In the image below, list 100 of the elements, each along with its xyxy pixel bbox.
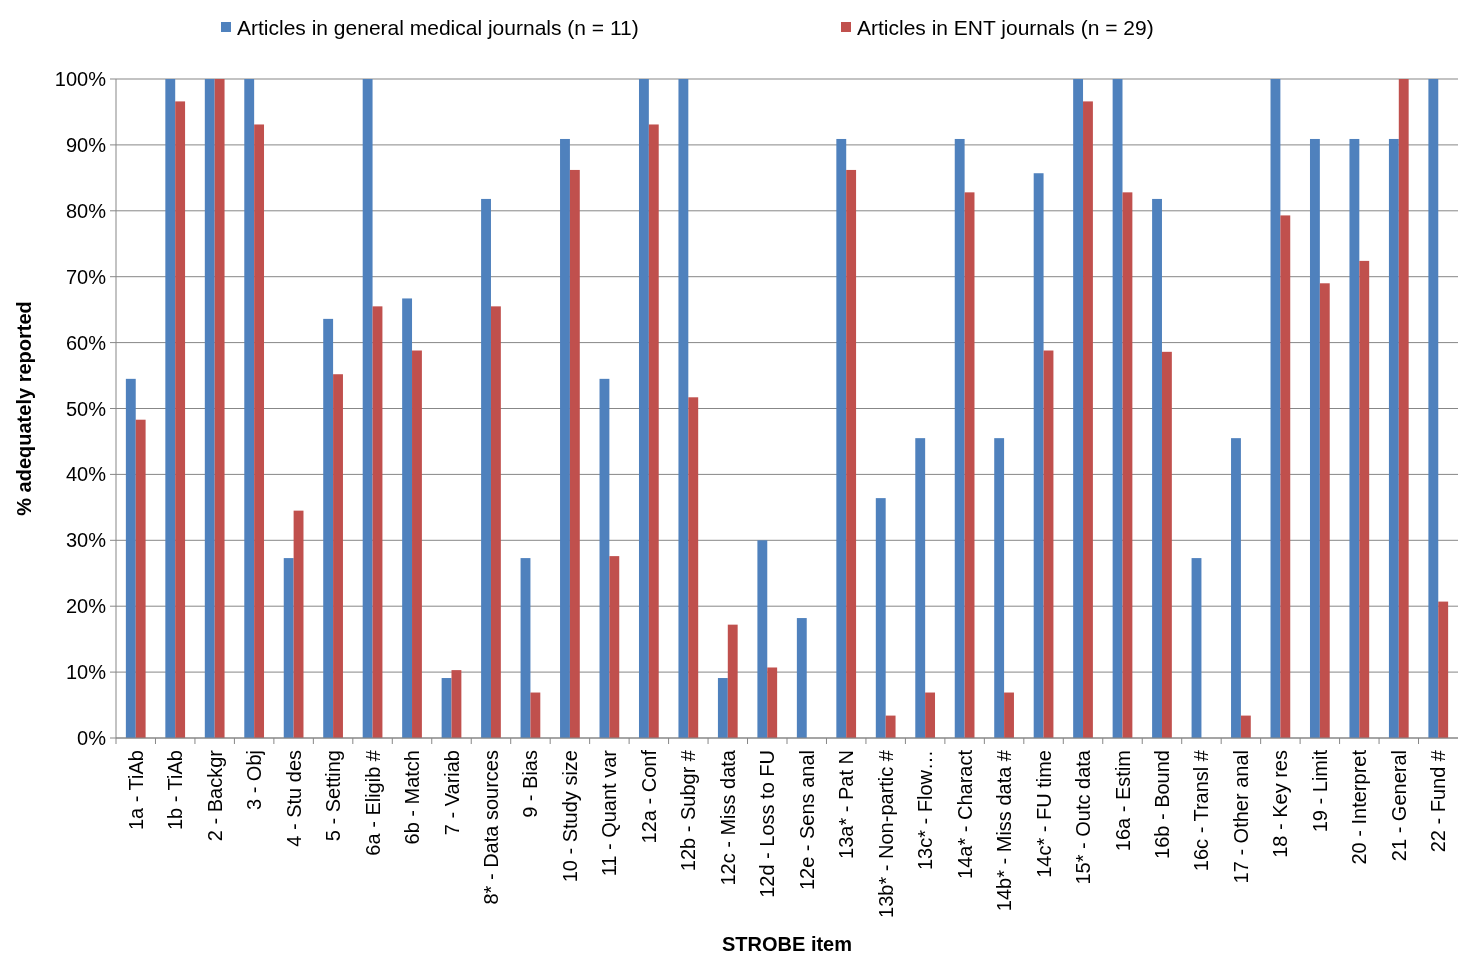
bar xyxy=(846,169,857,738)
y-tick-label: 20% xyxy=(65,595,107,618)
bar xyxy=(599,378,610,738)
bar xyxy=(1270,79,1281,738)
bar xyxy=(204,79,215,738)
bar xyxy=(333,374,343,738)
bar xyxy=(362,79,373,738)
y-tick-label: 40% xyxy=(65,463,107,486)
x-tick-label: 12e - Sens anal xyxy=(795,750,818,891)
y-tick-label: 90% xyxy=(65,133,107,156)
bar xyxy=(638,79,649,738)
x-tick-label: 7 - Variab xyxy=(440,750,463,836)
bar xyxy=(648,124,659,738)
bar xyxy=(1191,558,1202,738)
bar xyxy=(1231,438,1241,738)
bar xyxy=(569,169,580,738)
bar xyxy=(1438,601,1449,738)
y-tick-label: 30% xyxy=(65,529,107,552)
bar xyxy=(1349,138,1360,738)
bar xyxy=(1112,79,1123,738)
x-tick-label: 16c - Transl # xyxy=(1190,749,1213,872)
x-tick-label: 17 - Other anal xyxy=(1229,750,1252,884)
x-tick-label: 9 - Bias xyxy=(519,750,542,818)
y-tick-label: 100% xyxy=(54,68,107,90)
bar xyxy=(372,306,383,738)
x-tick-label: 22 - Fund # xyxy=(1427,749,1450,853)
bar xyxy=(994,438,1005,738)
x-axis-title: STROBE item xyxy=(721,933,853,953)
y-tick-label: 0% xyxy=(77,727,107,749)
bar xyxy=(727,624,738,738)
x-tick-label: 18 - Key res xyxy=(1269,750,1292,858)
bar xyxy=(402,298,413,738)
bar xyxy=(490,306,501,738)
y-tick-label: 70% xyxy=(65,265,107,288)
x-tick-label: 13c* - Flow… xyxy=(914,750,937,871)
bar xyxy=(678,79,689,738)
bar xyxy=(481,198,491,738)
bar xyxy=(796,618,807,738)
x-tick-label: 6b - Match xyxy=(401,750,424,845)
bar xyxy=(1388,138,1399,738)
bar xyxy=(125,378,136,738)
bar xyxy=(885,715,896,738)
bar xyxy=(1359,260,1370,738)
bar xyxy=(1033,173,1044,738)
y-tick-label: 50% xyxy=(65,397,107,420)
bar xyxy=(214,79,225,738)
x-tick-label: 20 - Interpret xyxy=(1348,749,1371,865)
x-tick-label: 12d - Loss to FU xyxy=(756,750,779,898)
x-tick-label: 12c - Miss data xyxy=(716,749,739,886)
bar xyxy=(1280,215,1291,738)
bar xyxy=(915,438,926,738)
x-tick-label: 14c* - FU time xyxy=(1032,750,1055,878)
x-tick-label: 14b* - Miss data # xyxy=(993,749,1016,912)
x-tick-label: 8* - Data sources xyxy=(479,750,502,905)
bar xyxy=(757,540,768,738)
bar xyxy=(1319,283,1330,738)
x-tick-label: 1a - TiAb xyxy=(124,750,147,831)
bar xyxy=(1428,79,1439,738)
bar xyxy=(441,678,452,738)
bar xyxy=(293,510,304,738)
bar xyxy=(964,192,975,738)
bar xyxy=(451,670,462,738)
bar xyxy=(609,556,620,738)
x-tick-label: 3 - Obj xyxy=(243,750,266,811)
x-tick-label: 15* - Outc data xyxy=(1072,749,1095,885)
y-tick-label: 10% xyxy=(65,661,107,684)
x-tick-label: 13b* - Non-partic # xyxy=(874,749,897,918)
bar xyxy=(412,350,422,738)
bar xyxy=(1004,692,1014,738)
x-tick-label: 13a* - Pat N xyxy=(835,750,858,859)
bar xyxy=(954,138,965,738)
bar xyxy=(560,138,570,738)
bar xyxy=(323,318,334,738)
x-tick-label: 5 - Setting xyxy=(322,750,345,842)
bar xyxy=(520,558,531,738)
x-tick-label: 4 - Stu des xyxy=(282,750,305,847)
bar xyxy=(1398,79,1409,738)
bar xyxy=(530,692,541,738)
bar xyxy=(175,101,186,738)
bar xyxy=(283,558,294,738)
bar xyxy=(1152,198,1162,738)
x-tick-label: 2 - Backgr xyxy=(203,749,226,842)
bar xyxy=(836,138,847,738)
bar xyxy=(254,124,265,738)
bar xyxy=(688,397,699,738)
bar xyxy=(1240,715,1251,738)
x-tick-label: 16b - Bound xyxy=(1150,750,1173,859)
y-tick-label: 60% xyxy=(65,331,107,354)
bar xyxy=(1073,79,1084,738)
x-tick-label: 10 - Study size xyxy=(558,750,581,883)
x-tick-label: 14a* - Charact xyxy=(953,749,976,879)
bar xyxy=(767,667,778,738)
x-tick-label: 21 - General xyxy=(1387,750,1410,862)
bar xyxy=(244,79,255,738)
bar xyxy=(1122,192,1133,738)
x-tick-label: 11 - Quant var xyxy=(598,749,621,877)
x-tick-label: 16a - Estim xyxy=(1111,750,1134,852)
legend-label: Articles in ENT journals (n = 29) xyxy=(857,16,1154,40)
x-tick-label: 12a - Conf xyxy=(637,749,660,844)
bar xyxy=(717,678,728,738)
